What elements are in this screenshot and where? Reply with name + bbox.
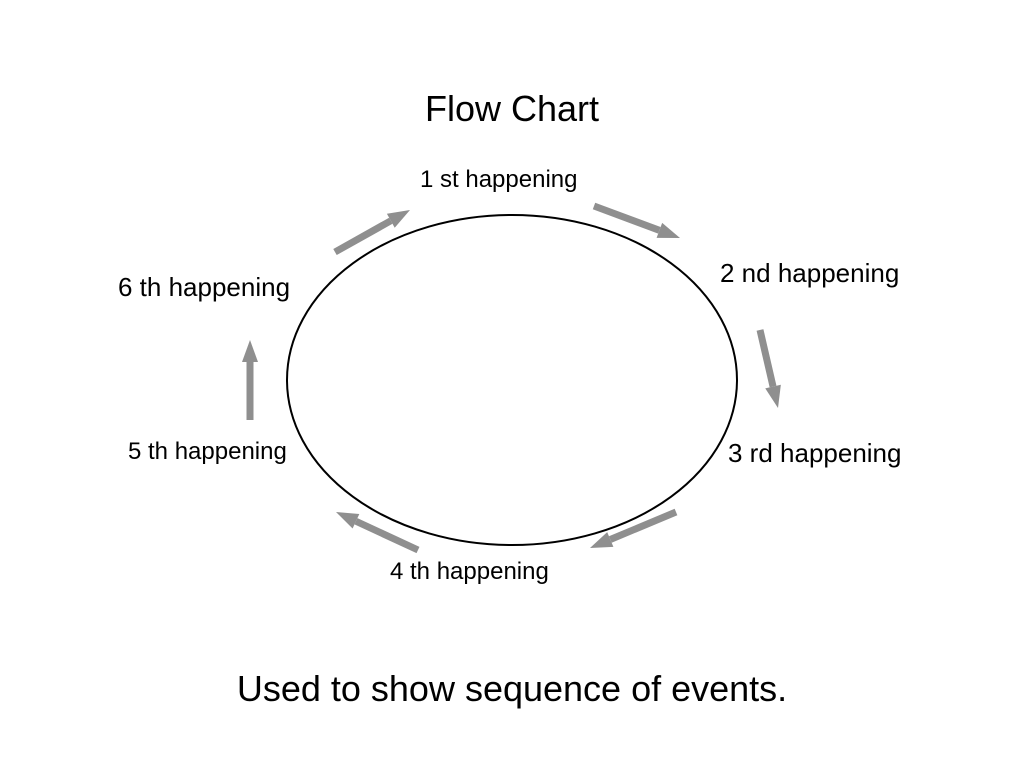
page-title: Flow Chart: [0, 88, 1024, 130]
label-5th: 5 th happening: [128, 438, 287, 466]
label-2nd: 2 nd happening: [720, 258, 899, 289]
caption: Used to show sequence of events.: [0, 668, 1024, 710]
label-4th: 4 th happening: [390, 558, 549, 586]
label-6th: 6 th happening: [118, 272, 290, 303]
label-3rd: 3 rd happening: [728, 438, 901, 469]
label-1st: 1 st happening: [420, 166, 577, 194]
flowchart-stage: Flow Chart 1 st happening 2 nd happening…: [0, 0, 1024, 768]
